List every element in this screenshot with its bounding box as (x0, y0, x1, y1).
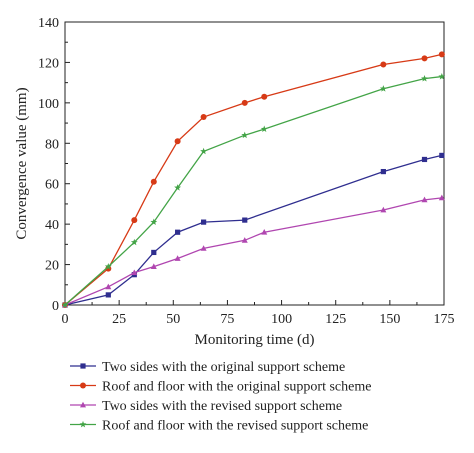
data-point (131, 269, 138, 276)
legend-marker (80, 363, 86, 369)
x-tick-label: 50 (166, 312, 180, 327)
data-point (61, 301, 69, 308)
series-line (64, 75, 442, 306)
data-point (421, 196, 428, 203)
data-point (261, 229, 268, 235)
data-point (241, 131, 249, 139)
legend-marker (80, 401, 86, 408)
series-1 (62, 152, 445, 308)
data-point (105, 283, 112, 290)
y-tick-label: 0 (52, 299, 59, 314)
data-point (379, 85, 387, 92)
data-point (174, 138, 181, 145)
data-point (421, 75, 428, 82)
data-point (104, 262, 112, 270)
legend-item-3: Two sides with the revised support schem… (70, 399, 342, 414)
data-point (130, 238, 138, 246)
data-point (438, 194, 445, 201)
data-point (105, 292, 111, 298)
legend-marker (79, 420, 87, 428)
legend: Two sides with the original support sche… (70, 360, 371, 434)
data-point (200, 245, 207, 251)
legend-marker (80, 382, 86, 389)
data-point (241, 99, 248, 106)
data-point (421, 55, 428, 62)
data-point (439, 152, 445, 159)
data-point (260, 125, 268, 133)
legend-item-1: Two sides with the original support sche… (70, 360, 345, 375)
x-tick-label: 100 (271, 312, 292, 327)
y-tick-label: 80 (45, 137, 59, 152)
series-2 (62, 51, 445, 308)
series-layer (61, 51, 446, 308)
data-point (200, 114, 207, 121)
legend-label: Two sides with the original support sche… (102, 360, 345, 375)
y-tick-label: 20 (45, 259, 59, 274)
x-axis-label: Monitoring time (d) (195, 332, 315, 348)
data-point (175, 229, 181, 235)
data-point (150, 263, 157, 269)
x-tick-label: 75 (220, 312, 234, 327)
axes: 0 25 50 75 100 125 150 175 0 20 40 60 80 100 120 140 (38, 16, 455, 327)
y-tick-label: 60 (45, 178, 59, 193)
data-point (380, 61, 387, 68)
series-line (64, 154, 442, 306)
y-tick-label: 120 (38, 56, 59, 71)
legend-item-2: Roof and floor with the original support… (70, 380, 371, 395)
legend-label: Roof and floor with the original support… (102, 380, 371, 395)
data-point (421, 156, 428, 163)
data-point (261, 93, 268, 100)
series-line (64, 53, 442, 306)
y-tick-label: 40 (45, 218, 59, 233)
data-point (174, 184, 182, 191)
x-tick-label: 175 (434, 312, 455, 327)
x-tick-label: 25 (112, 312, 126, 327)
data-point (131, 217, 138, 224)
series-3 (62, 194, 445, 308)
y-axis-label: Convergence value (mm) (14, 87, 30, 239)
data-point (242, 217, 248, 223)
series-line (64, 197, 442, 306)
series-4 (61, 72, 446, 308)
data-point (241, 237, 248, 243)
x-tick-label: 150 (379, 312, 400, 327)
legend-item-4: Roof and floor with the revised support … (70, 419, 368, 434)
data-point (174, 255, 181, 261)
x-tick-label: 0 (62, 312, 69, 327)
data-point (438, 72, 446, 80)
data-point (438, 51, 445, 58)
x-tick-label: 125 (325, 312, 346, 327)
y-tick-label: 140 (38, 16, 59, 31)
data-point (200, 147, 208, 155)
data-point (150, 178, 157, 185)
data-point (150, 218, 158, 226)
data-point (380, 168, 386, 175)
y-tick-label: 100 (38, 97, 59, 112)
legend-label: Two sides with the revised support schem… (102, 399, 342, 414)
data-point (201, 219, 207, 225)
data-point (380, 206, 387, 213)
legend-label: Roof and floor with the revised support … (102, 419, 368, 434)
data-point (151, 249, 157, 256)
